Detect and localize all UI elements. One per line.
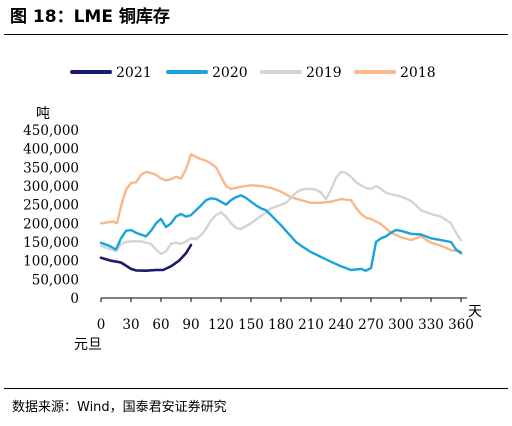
series-line-2018 [99, 153, 463, 253]
x-tick-label: 120 [208, 317, 234, 333]
x-origin-label: 元旦 [74, 337, 102, 353]
y-axis: 0 50,000 100,000 150,000 200,000 250,000 300,0… [23, 123, 79, 307]
y-tick-label: 300,000 [23, 179, 79, 195]
source-note: 数据来源：Wind，国泰君安证券研究 [12, 400, 227, 415]
series-line-2019 [99, 170, 463, 256]
y-tick-label: 400,000 [23, 142, 79, 158]
y-tick-label: 250,000 [23, 198, 79, 214]
x-axis-label: 天 [468, 304, 482, 320]
x-tick-label: 270 [358, 317, 384, 333]
x-tick-label: 210 [298, 317, 324, 333]
chart: 2021 2020 2019 2018 吨 0 50,000 100,000 150,000… [23, 65, 482, 353]
y-tick-label: 150,000 [23, 235, 79, 251]
source-divider [4, 388, 508, 389]
x-tick-label: 0 [97, 317, 106, 333]
figure-title: 图 18：LME 铜库存 [10, 7, 170, 27]
x-tick-label: 150 [238, 317, 264, 333]
y-tick-label: 200,000 [23, 216, 79, 232]
y-axis-label: 吨 [36, 106, 50, 122]
x-tick-label: 180 [268, 317, 294, 333]
x-tick-label: 300 [388, 317, 414, 333]
legend-label-2021: 2021 [116, 65, 152, 81]
y-tick-label: 0 [70, 291, 79, 307]
x-tick-label: 30 [122, 317, 139, 333]
y-tick-label: 50,000 [32, 272, 79, 288]
x-tick-label: 90 [182, 317, 199, 333]
y-tick-label: 450,000 [23, 123, 79, 139]
series-line-2021 [99, 243, 193, 273]
series-lines [99, 153, 463, 273]
legend: 2021 2020 2019 2018 [70, 65, 436, 81]
y-tick-label: 100,000 [23, 254, 79, 270]
x-axis: 0 30 60 90 120 150 180 210 240 270 300 330 360 [97, 298, 474, 333]
y-tick-label: 350,000 [23, 160, 79, 176]
legend-label-2020: 2020 [212, 65, 248, 81]
series-line-2020 [99, 194, 463, 272]
title-divider [4, 34, 508, 35]
legend-label-2018: 2018 [400, 65, 436, 81]
legend-label-2019: 2019 [306, 65, 342, 81]
x-tick-label: 330 [418, 317, 444, 333]
x-tick-label: 60 [152, 317, 169, 333]
x-tick-label: 360 [448, 317, 474, 333]
x-tick-label: 240 [328, 317, 354, 333]
